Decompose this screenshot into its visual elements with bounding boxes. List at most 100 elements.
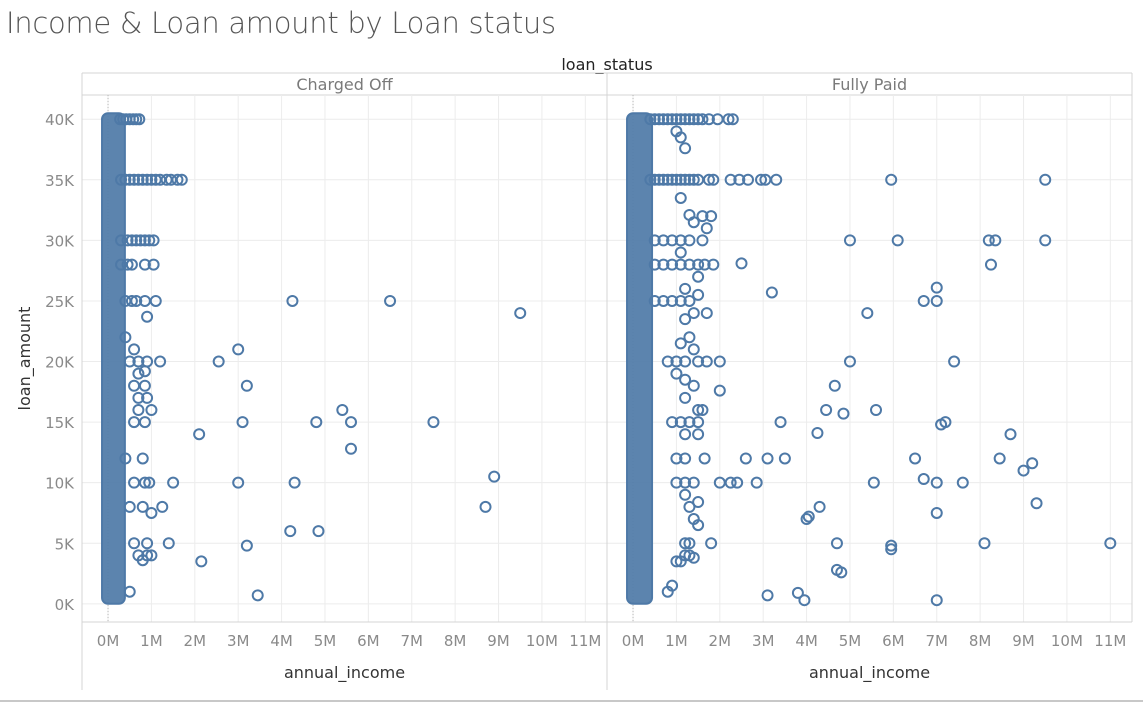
data-point bbox=[735, 257, 748, 270]
data-point bbox=[670, 452, 683, 465]
data-point bbox=[384, 294, 397, 307]
data-point bbox=[648, 294, 661, 307]
data-point bbox=[726, 113, 739, 126]
data-point bbox=[336, 403, 349, 416]
data-point bbox=[692, 416, 705, 429]
data-point bbox=[724, 173, 737, 186]
data-point bbox=[750, 476, 763, 489]
data-point bbox=[722, 113, 735, 126]
y-tick-label: 30K bbox=[45, 232, 75, 250]
data-point bbox=[800, 513, 813, 526]
data-point bbox=[128, 537, 141, 550]
data-point bbox=[679, 355, 692, 368]
data-point bbox=[479, 500, 492, 513]
data-point bbox=[674, 416, 687, 429]
data-point bbox=[687, 551, 700, 564]
data-point bbox=[119, 331, 132, 344]
data-point bbox=[136, 173, 149, 186]
data-point bbox=[679, 428, 692, 441]
data-point bbox=[692, 355, 705, 368]
data-point bbox=[657, 173, 670, 186]
data-point bbox=[674, 173, 687, 186]
data-point bbox=[724, 476, 737, 489]
data-point bbox=[778, 452, 791, 465]
data-point bbox=[141, 549, 154, 562]
data-point bbox=[648, 113, 661, 126]
data-point bbox=[661, 355, 674, 368]
data-point bbox=[761, 452, 774, 465]
y-tick-label: 15K bbox=[45, 414, 75, 432]
data-point bbox=[1017, 464, 1030, 477]
x-tick-label: 9M bbox=[487, 632, 510, 650]
data-point bbox=[674, 294, 687, 307]
data-point bbox=[870, 403, 883, 416]
data-point bbox=[666, 258, 679, 271]
data-point bbox=[147, 258, 160, 271]
data-point bbox=[147, 234, 160, 247]
data-point bbox=[143, 476, 156, 489]
data-point bbox=[648, 173, 661, 186]
data-point bbox=[837, 407, 850, 420]
data-point bbox=[713, 355, 726, 368]
data-point bbox=[798, 594, 811, 607]
x-tick-label: 1M bbox=[140, 632, 163, 650]
data-point bbox=[138, 379, 151, 392]
data-point bbox=[670, 173, 683, 186]
data-point bbox=[683, 537, 696, 550]
data-point bbox=[125, 294, 138, 307]
data-point bbox=[742, 173, 755, 186]
data-point bbox=[121, 258, 134, 271]
data-point bbox=[761, 589, 774, 602]
data-point bbox=[427, 416, 440, 429]
data-point bbox=[132, 403, 145, 416]
data-point bbox=[132, 355, 145, 368]
data-point bbox=[130, 234, 143, 247]
data-point bbox=[193, 428, 206, 441]
data-point bbox=[989, 234, 1002, 247]
data-point bbox=[885, 543, 898, 556]
data-point bbox=[156, 500, 169, 513]
data-point bbox=[167, 476, 180, 489]
data-point bbox=[687, 113, 700, 126]
data-point bbox=[692, 496, 705, 509]
y-tick-label: 0K bbox=[55, 596, 76, 614]
data-point bbox=[670, 555, 683, 568]
data-point bbox=[251, 589, 264, 602]
data-point bbox=[679, 142, 692, 155]
data-point bbox=[488, 470, 501, 483]
y-tick-label: 40K bbox=[45, 111, 75, 129]
data-point bbox=[679, 373, 692, 386]
data-point bbox=[236, 416, 249, 429]
column-header: loan_status bbox=[561, 55, 652, 75]
x-tick-label: 10M bbox=[1051, 632, 1083, 650]
data-point bbox=[813, 500, 826, 513]
data-point bbox=[674, 258, 687, 271]
data-point bbox=[707, 173, 720, 186]
data-point bbox=[692, 270, 705, 283]
data-point bbox=[692, 428, 705, 441]
data-point bbox=[138, 258, 151, 271]
data-point bbox=[123, 500, 136, 513]
data-point bbox=[679, 313, 692, 326]
data-point bbox=[700, 355, 713, 368]
x-tick-label: 11M bbox=[569, 632, 601, 650]
data-point bbox=[128, 173, 141, 186]
data-point bbox=[802, 510, 815, 523]
data-point bbox=[648, 258, 661, 271]
data-point bbox=[1104, 537, 1117, 550]
data-point bbox=[138, 476, 151, 489]
data-point bbox=[141, 173, 154, 186]
data-point bbox=[679, 173, 692, 186]
data-point bbox=[698, 452, 711, 465]
data-point bbox=[657, 294, 670, 307]
data-point bbox=[683, 500, 696, 513]
x-tick-label: 3M bbox=[227, 632, 250, 650]
panel-header-charged-off: Charged Off bbox=[296, 75, 393, 94]
data-point bbox=[145, 173, 158, 186]
data-point bbox=[1039, 234, 1052, 247]
data-point bbox=[930, 506, 943, 519]
data-point bbox=[138, 234, 151, 247]
data-point bbox=[683, 331, 696, 344]
data-point bbox=[674, 337, 687, 350]
